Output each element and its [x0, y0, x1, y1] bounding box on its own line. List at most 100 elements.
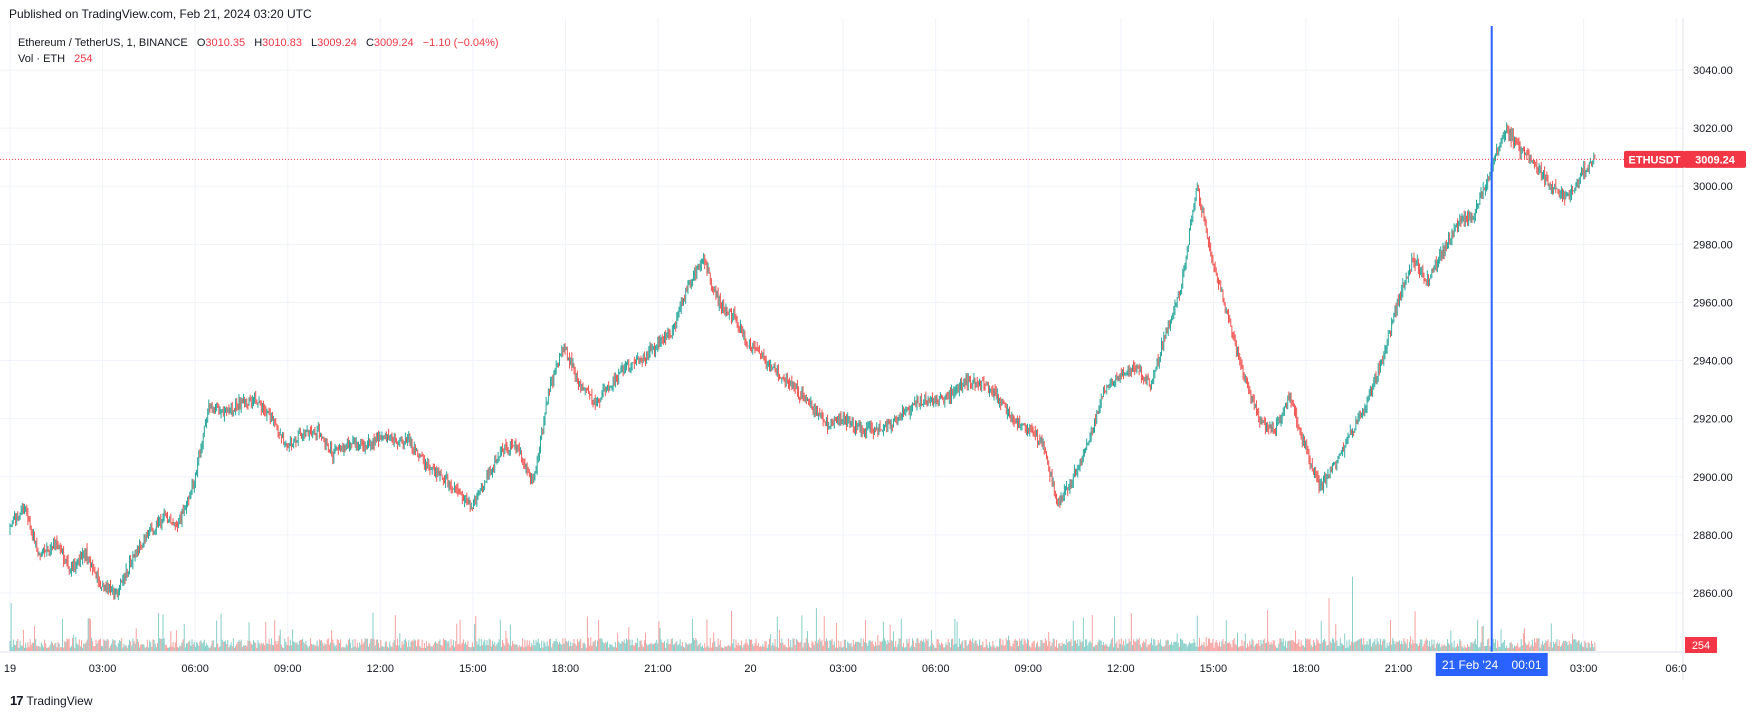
volume-bar — [886, 644, 888, 651]
volume-bar — [421, 639, 423, 651]
volume-bar — [620, 643, 622, 651]
volume-bar — [1411, 644, 1413, 651]
volume-bar — [754, 643, 756, 651]
volume-bar — [955, 643, 957, 651]
volume-bar — [1226, 643, 1228, 651]
volume-bar — [1281, 641, 1283, 651]
volume-bar — [1259, 645, 1261, 651]
volume-bar — [909, 647, 911, 651]
volume-bar — [248, 622, 250, 651]
volume-bar — [1372, 643, 1374, 651]
tradingview-logo-icon[interactable]: 17 — [10, 693, 24, 708]
volume-bar — [351, 647, 353, 651]
volume-bar — [1033, 640, 1035, 651]
volume-bar — [363, 641, 365, 651]
volume-bar — [1269, 644, 1271, 651]
volume-bar — [985, 638, 987, 651]
volume-bar — [161, 638, 163, 651]
volume-bar — [768, 638, 770, 651]
volume-bar — [640, 640, 642, 651]
volume-bar — [1481, 626, 1483, 651]
volume-bar — [284, 638, 286, 651]
volume-bar — [948, 642, 950, 651]
volume-bar — [1293, 642, 1295, 651]
volume-bar — [1591, 640, 1593, 651]
volume-bar — [1295, 630, 1297, 651]
volume-bar — [489, 639, 491, 651]
volume-bar — [784, 644, 786, 651]
volume-bar — [1126, 643, 1128, 651]
volume-bar — [1318, 642, 1320, 651]
volume-bar — [559, 641, 561, 651]
volume-bar — [917, 638, 919, 651]
volume-bar — [1464, 647, 1466, 651]
time-tick-label: 15:00 — [1200, 663, 1228, 675]
volume-bar — [1247, 643, 1249, 651]
volume-bar — [255, 642, 257, 651]
time-tick-label: 03:00 — [1570, 663, 1598, 675]
volume-bar — [843, 639, 845, 651]
volume-bar — [786, 647, 788, 651]
volume-bar — [573, 639, 575, 651]
volume-bar — [1505, 647, 1507, 651]
volume-bar — [970, 639, 972, 651]
volume-bar — [1090, 643, 1092, 651]
volume-bar — [1500, 629, 1502, 651]
volume-bar — [999, 638, 1001, 651]
volume-bar — [189, 640, 191, 651]
volume-bar — [271, 644, 273, 651]
volume-bar — [1195, 646, 1197, 651]
volume-bar — [762, 644, 764, 651]
volume-bar — [1238, 647, 1240, 651]
volume-bar — [898, 638, 900, 651]
volume-bar — [1020, 640, 1022, 651]
volume-bar — [731, 610, 733, 651]
volume-bar — [924, 642, 926, 651]
volume-bar — [841, 647, 843, 651]
volume-bar — [1038, 646, 1040, 651]
volume-bar — [436, 643, 438, 651]
volume-bar — [719, 640, 721, 651]
volume-bar — [1001, 644, 1003, 651]
volume-bar — [808, 643, 810, 651]
volume-bar — [1261, 644, 1263, 651]
volume-bar — [110, 645, 112, 651]
volume-bar — [30, 644, 32, 651]
volume-bar — [451, 645, 453, 651]
volume-bar — [936, 639, 938, 651]
volume-bar — [235, 646, 237, 651]
volume-bar — [142, 644, 144, 651]
volume-bar — [1166, 639, 1168, 651]
volume-bar — [633, 645, 635, 651]
volume-bar — [1584, 640, 1586, 651]
volume-bar — [12, 639, 14, 651]
time-axis[interactable]: 19 03:00 06:00 09:00 12:00 15:00 18:00 21:00 20 0… — [4, 663, 1687, 675]
volume-bar — [592, 641, 594, 651]
volume-bar — [269, 644, 271, 651]
volume-bar — [856, 641, 858, 651]
volume-bar — [1458, 646, 1460, 651]
volume-bar — [1092, 646, 1094, 651]
volume-bar — [900, 618, 902, 651]
volume-bar — [1507, 647, 1509, 651]
volume-bar — [718, 644, 720, 651]
volume-bar — [467, 640, 469, 651]
candlesticks — [9, 122, 1596, 601]
volume-bar — [465, 642, 467, 651]
volume-bar — [54, 643, 56, 651]
volume-bar — [847, 641, 849, 651]
volume-bar — [1214, 642, 1216, 651]
tradingview-logo-text[interactable]: TradingView — [26, 693, 93, 708]
volume-bar — [199, 641, 201, 651]
volume-bar — [1009, 640, 1011, 651]
volume-bar — [1278, 643, 1280, 651]
volume-bar — [370, 638, 372, 651]
volume-bar — [1133, 639, 1135, 651]
volume-bar — [179, 645, 181, 651]
volume-bar — [1169, 644, 1171, 651]
volume-bar — [1146, 647, 1148, 651]
volume-bar — [499, 619, 501, 651]
volume-bar — [668, 644, 670, 651]
price-axis[interactable]: 2860.00 2880.00 2900.00 2920.00 2940.00 2960.… — [1693, 65, 1733, 600]
